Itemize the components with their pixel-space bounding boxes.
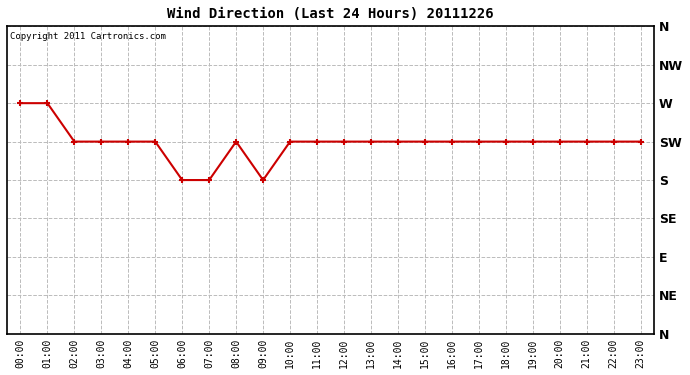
Text: Copyright 2011 Cartronics.com: Copyright 2011 Cartronics.com (10, 32, 166, 41)
Title: Wind Direction (Last 24 Hours) 20111226: Wind Direction (Last 24 Hours) 20111226 (167, 7, 494, 21)
